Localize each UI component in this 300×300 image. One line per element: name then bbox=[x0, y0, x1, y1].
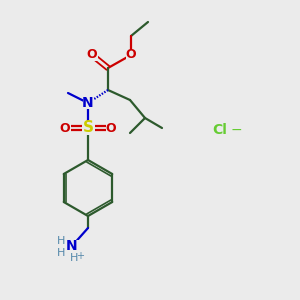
Text: Cl: Cl bbox=[213, 123, 227, 137]
Text: O: O bbox=[126, 49, 136, 62]
Text: O: O bbox=[60, 122, 70, 134]
Bar bbox=[59, 122, 70, 134]
Bar bbox=[86, 50, 98, 61]
Bar bbox=[65, 239, 79, 253]
Text: N: N bbox=[82, 96, 94, 110]
Text: S: S bbox=[82, 121, 94, 136]
Text: H: H bbox=[57, 236, 65, 246]
Text: N: N bbox=[66, 239, 78, 253]
Text: H: H bbox=[57, 248, 65, 258]
Text: −: − bbox=[230, 123, 242, 137]
Bar bbox=[125, 50, 136, 61]
Text: O: O bbox=[87, 49, 97, 62]
Bar bbox=[106, 122, 116, 134]
Text: H: H bbox=[70, 253, 78, 263]
Bar bbox=[82, 122, 94, 134]
Text: O: O bbox=[106, 122, 116, 134]
Bar bbox=[82, 98, 94, 109]
Text: +: + bbox=[76, 251, 84, 261]
